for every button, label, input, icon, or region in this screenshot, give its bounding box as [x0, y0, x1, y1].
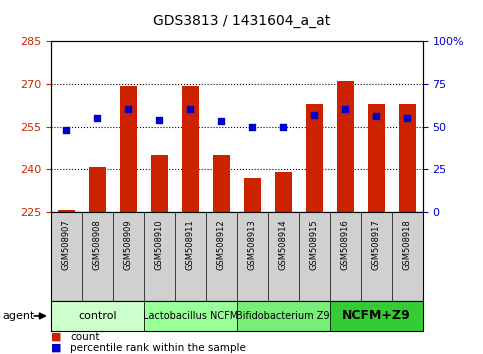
Point	[248, 124, 256, 129]
Text: GSM508917: GSM508917	[371, 219, 381, 270]
Text: ■: ■	[51, 343, 61, 353]
Bar	[89, 167, 106, 212]
Text: GSM508913: GSM508913	[248, 219, 256, 270]
Bar	[306, 104, 323, 212]
Bar	[275, 172, 292, 212]
Text: NCFM+Z9: NCFM+Z9	[342, 309, 411, 322]
Bar	[57, 210, 75, 212]
Text: GSM508914: GSM508914	[279, 219, 288, 270]
Bar	[51, 301, 144, 331]
Text: GSM508907: GSM508907	[62, 219, 71, 270]
Text: GSM508911: GSM508911	[185, 219, 195, 270]
Text: Bifidobacterium Z9: Bifidobacterium Z9	[236, 311, 330, 321]
Point	[403, 115, 411, 121]
Point	[62, 127, 70, 133]
Point	[186, 107, 194, 112]
Point	[279, 124, 287, 129]
Text: GSM508918: GSM508918	[403, 219, 412, 270]
Text: GSM508910: GSM508910	[155, 219, 164, 270]
Text: Lactobacillus NCFM: Lactobacillus NCFM	[142, 311, 238, 321]
Bar	[243, 178, 261, 212]
Text: GSM508912: GSM508912	[217, 219, 226, 270]
Text: agent: agent	[2, 311, 35, 321]
Bar	[213, 155, 230, 212]
Point	[341, 107, 349, 112]
Text: GSM508915: GSM508915	[310, 219, 319, 270]
Text: count: count	[70, 332, 99, 342]
Text: GDS3813 / 1431604_a_at: GDS3813 / 1431604_a_at	[153, 14, 330, 28]
Bar	[144, 301, 237, 331]
Point	[310, 112, 318, 118]
Bar	[237, 301, 330, 331]
Bar	[151, 155, 168, 212]
Point	[372, 113, 380, 119]
Text: percentile rank within the sample: percentile rank within the sample	[70, 343, 246, 353]
Bar	[398, 104, 416, 212]
Bar	[329, 301, 423, 331]
Bar	[368, 104, 384, 212]
Point	[93, 115, 101, 121]
Bar	[182, 86, 199, 212]
Text: GSM508908: GSM508908	[93, 219, 102, 270]
Point	[124, 107, 132, 112]
Bar	[337, 81, 354, 212]
Text: GSM508909: GSM508909	[124, 219, 133, 270]
Text: control: control	[78, 311, 116, 321]
Point	[217, 119, 225, 124]
Point	[156, 117, 163, 122]
Text: GSM508916: GSM508916	[341, 219, 350, 270]
Bar	[120, 86, 137, 212]
Text: ■: ■	[51, 332, 61, 342]
